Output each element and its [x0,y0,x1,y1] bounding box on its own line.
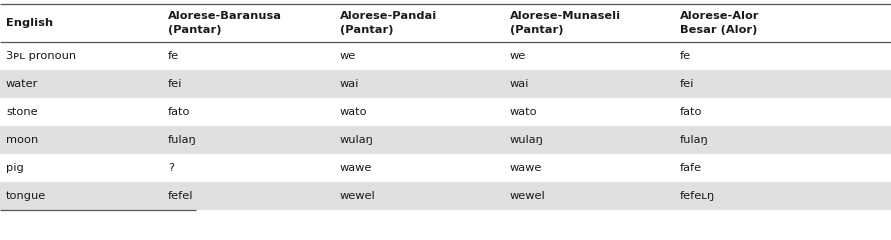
Text: wewel: wewel [510,191,546,201]
Text: 3ᴘʟ pronoun: 3ᴘʟ pronoun [6,51,76,61]
Text: fe: fe [168,51,179,61]
Text: fafe: fafe [680,163,702,173]
Text: Alorese-Baranusa: Alorese-Baranusa [168,11,282,21]
Text: pig: pig [6,163,24,173]
Text: fulaŋ: fulaŋ [168,135,197,145]
Text: Besar (Alor): Besar (Alor) [680,25,757,35]
Text: fefel: fefel [168,191,193,201]
Text: stone: stone [6,107,37,117]
Text: ?: ? [168,163,174,173]
Text: fulaŋ: fulaŋ [680,135,708,145]
Text: moon: moon [6,135,38,145]
Text: wulaŋ: wulaŋ [340,135,374,145]
Text: (Pantar): (Pantar) [168,25,222,35]
Text: fei: fei [680,79,694,89]
Text: fato: fato [680,107,702,117]
Text: fei: fei [168,79,183,89]
Text: wulaŋ: wulaŋ [510,135,544,145]
Text: wawe: wawe [340,163,372,173]
Text: English: English [6,18,53,28]
Text: wato: wato [510,107,537,117]
Text: Alorese-Alor: Alorese-Alor [680,11,759,21]
Text: Alorese-Munaseli: Alorese-Munaseli [510,11,621,21]
Text: wawe: wawe [510,163,543,173]
Text: Alorese-Pandai: Alorese-Pandai [340,11,437,21]
Text: we: we [340,51,356,61]
Text: wato: wato [340,107,368,117]
Bar [0,182,891,210]
Text: fato: fato [168,107,191,117]
Text: fefeʟŋ: fefeʟŋ [680,191,715,201]
Text: (Pantar): (Pantar) [340,25,394,35]
Text: (Pantar): (Pantar) [510,25,563,35]
Text: wai: wai [340,79,359,89]
Text: wai: wai [510,79,529,89]
Bar [0,70,891,98]
Text: we: we [510,51,527,61]
Text: fe: fe [680,51,691,61]
Bar [0,126,891,154]
Text: water: water [6,79,38,89]
Text: wewel: wewel [340,191,376,201]
Text: tongue: tongue [6,191,46,201]
